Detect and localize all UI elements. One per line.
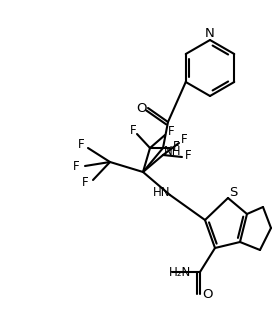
Text: HN: HN — [153, 185, 171, 198]
Text: F: F — [185, 149, 191, 162]
Text: S: S — [229, 187, 237, 200]
Text: NH: NH — [164, 145, 182, 158]
Text: F: F — [173, 139, 179, 153]
Text: F: F — [181, 133, 187, 146]
Text: O: O — [203, 287, 213, 300]
Text: N: N — [205, 27, 215, 40]
Text: F: F — [130, 124, 136, 137]
Text: F: F — [73, 159, 79, 172]
Text: F: F — [82, 176, 88, 189]
Text: F: F — [168, 125, 174, 138]
Text: O: O — [137, 101, 147, 115]
Text: F: F — [78, 138, 84, 150]
Text: H₂N: H₂N — [169, 265, 191, 278]
